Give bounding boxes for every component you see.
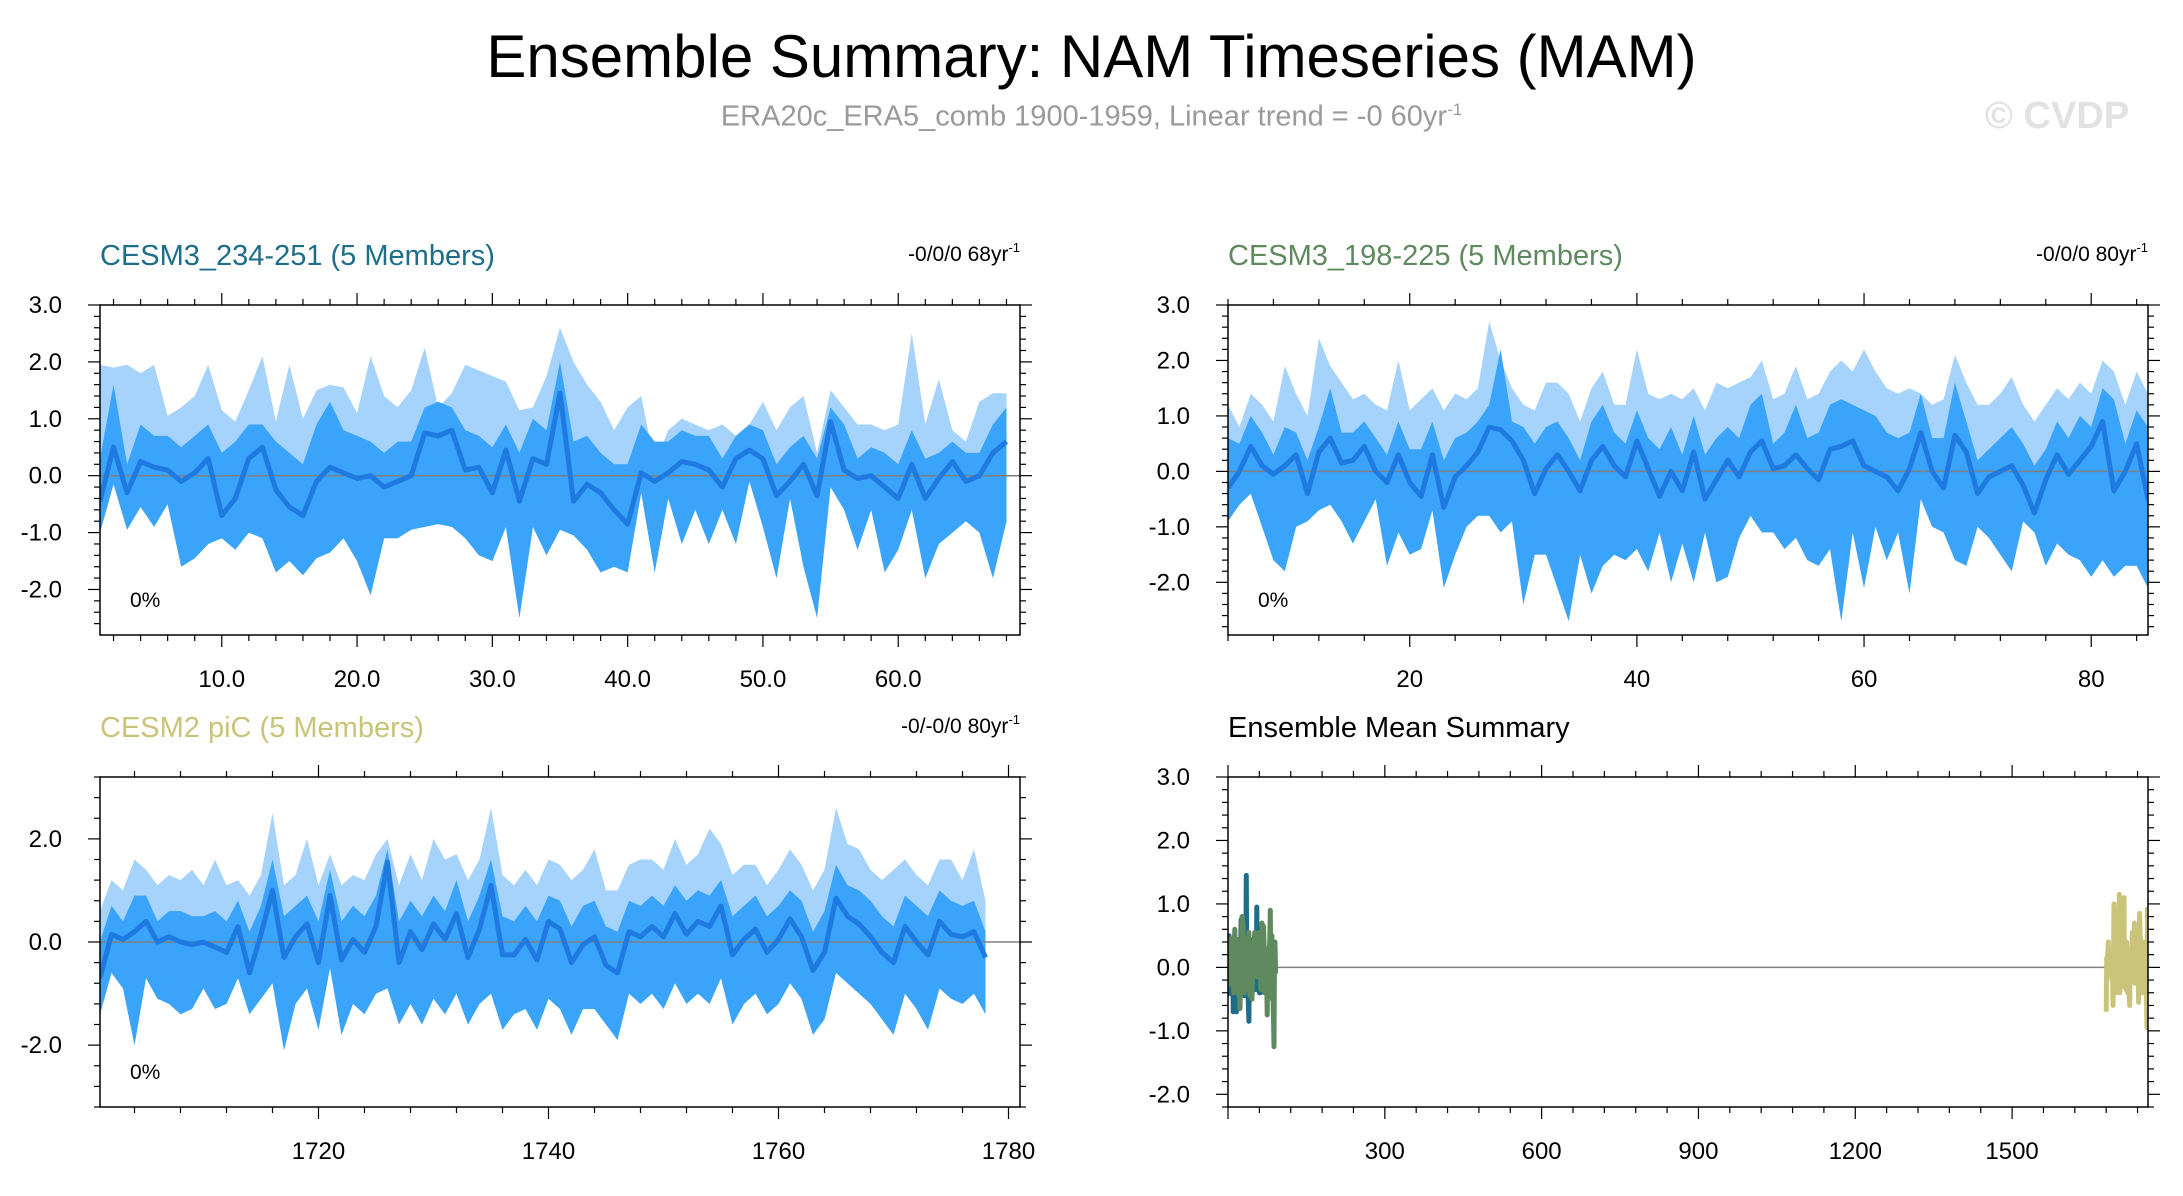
trend-superscript: -1 [1008,240,1020,255]
panel-2: CESM3_198-225 (5 Members) -0/0/0 80yr-1 0%… [1149,240,2160,693]
inner-range-band [100,361,1007,618]
cvdp-watermark: © CVDP [1985,95,2130,137]
panel-1: CESM3_234-251 (5 Members) -0/0/0 68yr-1 0%… [21,240,1032,693]
x-tick-label: 900 [1678,1138,1718,1165]
trend-label: -0/-0/0 80yr-1 [901,712,1020,738]
percent-label: 0% [130,589,160,612]
panel-frame [99,304,1021,636]
y-tick-label: 2.0 [29,349,62,376]
x-tick-label: 600 [1522,1138,1562,1165]
trend-label: -0/0/0 68yr-1 [908,240,1020,266]
x-tick-label: 1760 [752,1138,805,1165]
x-tick-label: 30.0 [469,666,516,693]
subtitle-superscript: -1 [1447,100,1463,119]
y-tick-label: -2.0 [21,576,62,603]
x-tick-label: 50.0 [740,666,787,693]
y-tick-label: -2.0 [1149,1081,1190,1108]
y-tick-label: 2.0 [29,826,62,853]
figure-title: Ensemble Summary: NAM Timeseries (MAM) [486,23,1697,90]
y-tick-label: -2.0 [1149,569,1190,596]
x-tick-label: 1500 [1985,1138,2038,1165]
ensemble-mean-line [100,390,1009,527]
y-tick-label: 0.0 [1157,458,1190,485]
plot-area [1228,321,2148,622]
trend-text: -0/0/0 68yr [908,243,1008,266]
panel-title: CESM3_234-251 (5 Members) [100,240,495,272]
y-tick-label: -2.0 [21,1032,62,1059]
trend-label: -0/0/0 80yr-1 [2036,240,2148,266]
x-tick-label: 60 [1851,666,1878,693]
x-tick-label: 40.0 [604,666,651,693]
panel-title: CESM2 piC (5 Members) [100,712,424,744]
x-tick-label: 1780 [982,1138,1035,1165]
panel-3: CESM2 piC (5 Members) -0/-0/0 80yr-1 0% -2.… [21,712,1036,1165]
y-tick-label: 3.0 [1157,292,1190,319]
trend-text: -0/-0/0 80yr [901,715,1008,738]
series-line-2 [1228,907,1279,1050]
trend-superscript: -1 [2136,240,2148,255]
x-tick-label: 80 [2078,666,2105,693]
percent-label: 0% [1258,589,1288,612]
trend-text: -0/0/0 80yr [2036,243,2136,266]
y-tick-label: -1.0 [1149,514,1190,541]
ensemble-mean-line [100,859,988,979]
panel-title: CESM3_198-225 (5 Members) [1228,240,1623,272]
x-tick-label: 1740 [522,1138,575,1165]
y-tick-label: 2.0 [1157,827,1190,854]
y-tick-label: 3.0 [1157,764,1190,791]
x-tick-label: 1720 [292,1138,345,1165]
y-tick-label: 3.0 [29,292,62,319]
plot-area [1228,872,2148,1050]
ensemble-mean-line [1228,419,2148,516]
y-tick-label: 1.0 [29,406,62,433]
y-tick-label: 1.0 [1157,403,1190,430]
x-tick-label: 300 [1365,1138,1405,1165]
x-tick-label: 60.0 [875,666,922,693]
x-tick-label: 20.0 [334,666,381,693]
figure-subtitle: ERA20c_ERA5_comb 1900-1959, Linear trend… [0,100,2183,134]
plot-area [100,807,1020,1051]
inner-range-band [1228,349,2148,622]
inner-range-band [100,849,986,1051]
x-tick-label: 20 [1396,666,1423,693]
y-tick-label: 0.0 [1157,954,1190,981]
percent-label: 0% [130,1061,160,1084]
y-tick-label: 0.0 [29,463,62,490]
panel-frame [1227,776,2149,1108]
x-tick-label: 1200 [1829,1138,1882,1165]
y-tick-label: -1.0 [21,520,62,547]
panel-frame [1227,304,2149,636]
y-tick-label: 0.0 [29,929,62,956]
panel-4: Ensemble Mean Summary -2.0 -1.0 0.0 1.0 2.0 3.… [1149,712,2160,1165]
trend-superscript: -1 [1008,712,1020,727]
panel-title: Ensemble Mean Summary [1228,712,1570,744]
subtitle-text: ERA20c_ERA5_comb 1900-1959, Linear trend… [720,100,1448,133]
y-tick-label: 2.0 [1157,347,1190,374]
plot-area [100,327,1020,618]
y-tick-label: -1.0 [1149,1018,1190,1045]
x-tick-label: 40 [1624,666,1651,693]
series-line-3 [2103,891,2148,1031]
x-tick-label: 10.0 [198,666,245,693]
y-tick-label: 1.0 [1157,891,1190,918]
